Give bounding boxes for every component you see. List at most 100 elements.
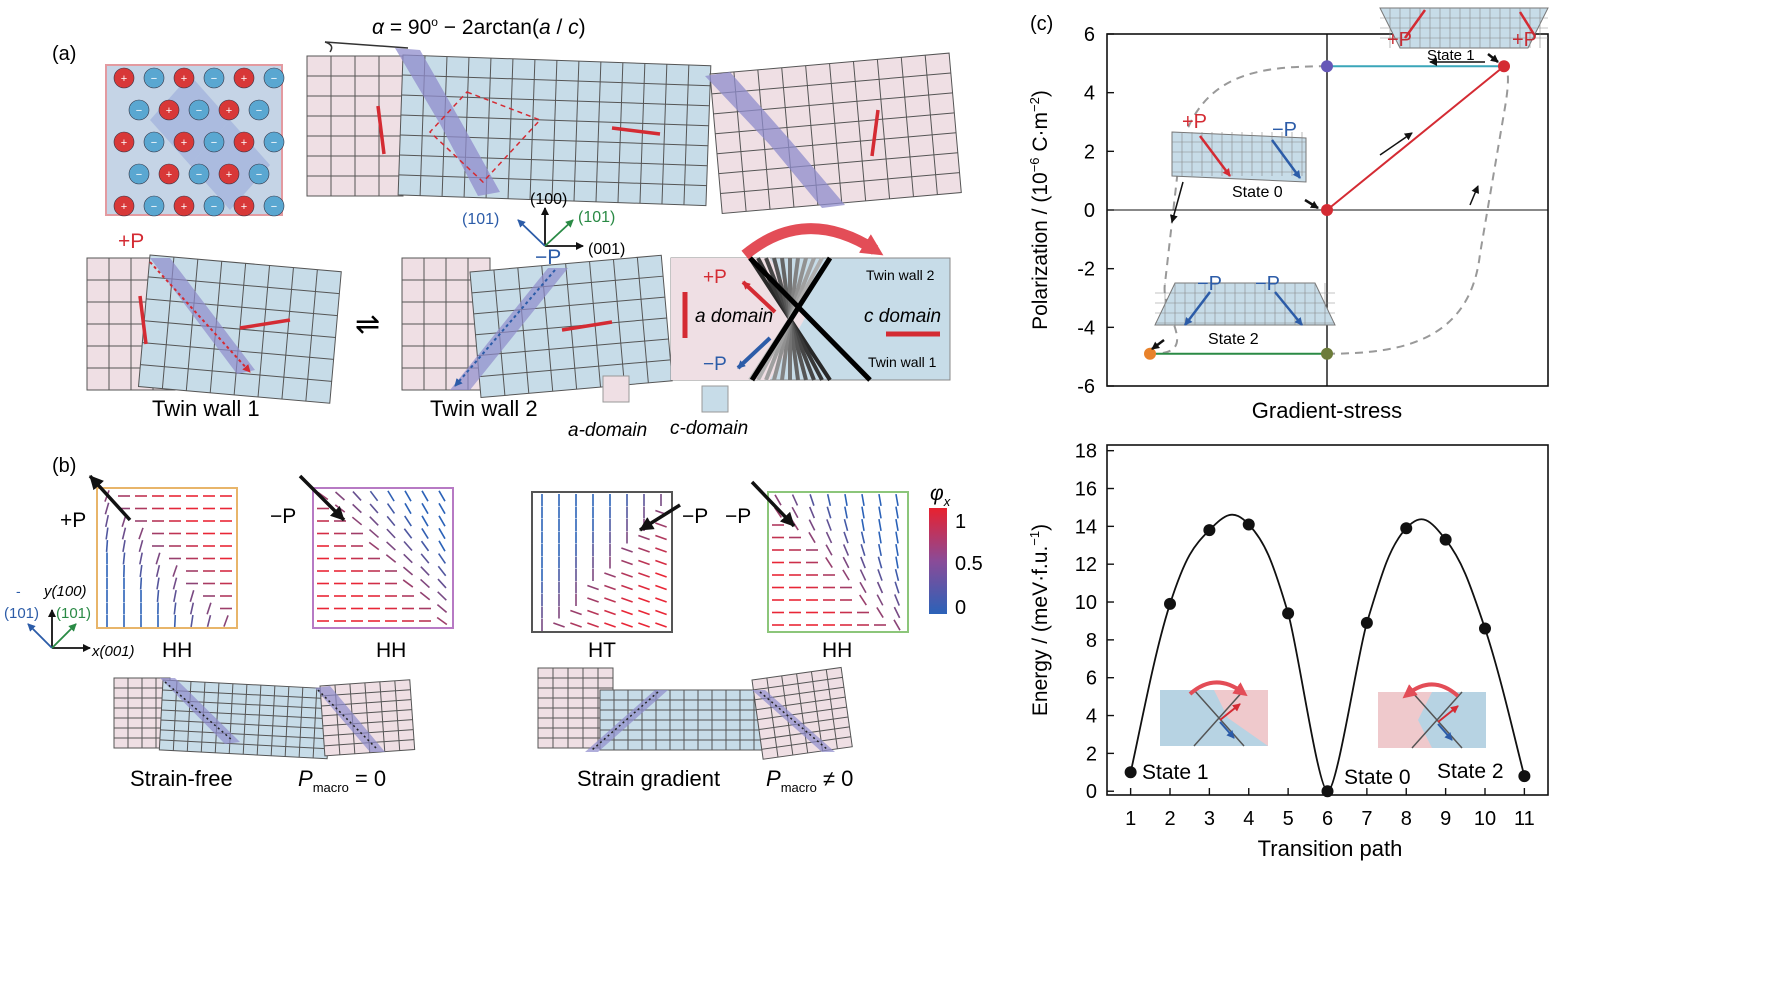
polarization-vector xyxy=(859,569,867,581)
x-tick-label: 2 xyxy=(1164,808,1175,830)
axis-b-x: x(001) xyxy=(91,643,135,660)
vector-map-3 xyxy=(531,491,681,633)
path-arrow xyxy=(1379,132,1413,156)
state2-minus-p-left: −P xyxy=(1197,273,1222,295)
domain-wall xyxy=(395,48,500,196)
polarization-vector xyxy=(587,609,599,616)
grid-line xyxy=(402,74,711,87)
x-tick-label: 10 xyxy=(1474,808,1496,830)
polarization-vector xyxy=(655,584,667,591)
y-tick-label: 2 xyxy=(1084,141,1095,163)
polarization-vector xyxy=(842,556,850,569)
point-state2-end xyxy=(1321,347,1333,360)
polarization-vector xyxy=(403,540,413,552)
y-tick-label: 10 xyxy=(1075,592,1097,614)
polarization-vector xyxy=(655,572,667,578)
polarization-vector xyxy=(826,493,832,507)
panel-b-label: (b) xyxy=(52,455,76,477)
polarization-vector xyxy=(173,589,177,603)
polarization-vector xyxy=(844,506,848,519)
series-state0-to-state1 xyxy=(1326,65,1505,211)
grid-line xyxy=(159,739,328,750)
polarization-vector xyxy=(139,552,143,565)
cation xyxy=(218,99,240,121)
polarization-vector xyxy=(655,559,667,566)
grid-line xyxy=(683,64,690,205)
energy-point-1 xyxy=(1124,766,1137,779)
label-state2: State 2 xyxy=(1437,760,1504,783)
charge-sign: + xyxy=(241,201,247,213)
schematic-p-blue xyxy=(1437,723,1453,741)
polarization-vector xyxy=(621,584,633,591)
x-tick-label: 5 xyxy=(1283,808,1294,830)
polarization-vector xyxy=(352,503,362,514)
polarization-vector xyxy=(105,539,109,553)
schematic-rotation-arrow xyxy=(1402,682,1460,699)
polarization-vector xyxy=(351,516,363,526)
charge-sign: + xyxy=(166,105,172,117)
state0-label: State 0 xyxy=(1232,184,1283,201)
charge-sign: + xyxy=(121,73,127,85)
tw2-polarization xyxy=(454,269,556,387)
colorbar: φx 1 0.5 0 xyxy=(929,482,983,619)
vector-map-4 xyxy=(750,480,909,633)
grid-line xyxy=(753,676,843,691)
polarization-vector xyxy=(385,554,397,563)
polarization-vector xyxy=(403,528,413,539)
polarization-vector xyxy=(861,518,865,532)
polarization-vector xyxy=(437,591,447,601)
state-lattice-inset xyxy=(1379,7,1549,49)
panel-c-label: (c) xyxy=(1030,13,1053,35)
polarization-vector xyxy=(876,581,884,594)
grid-line xyxy=(322,709,412,717)
top-strained-lattice xyxy=(306,48,962,215)
polarization-vector xyxy=(587,584,599,591)
cation xyxy=(233,131,255,153)
y-tick-label: 6 xyxy=(1086,668,1097,690)
polarization-vector xyxy=(808,531,816,544)
colorbar-title: φx xyxy=(930,482,951,509)
state0-minus-arrow xyxy=(1270,139,1302,179)
grid-line xyxy=(718,152,958,175)
macro-polarization-arrow xyxy=(750,480,796,528)
state-lattice-inset xyxy=(1154,282,1336,326)
grid-line xyxy=(398,174,707,187)
polarization-vector xyxy=(774,494,782,506)
panel-a-label: (a) xyxy=(52,43,76,65)
legend-c-domain: c-domain xyxy=(670,418,748,439)
polarization-vector xyxy=(419,591,431,601)
anion xyxy=(203,67,225,89)
polarization-vector xyxy=(895,506,899,519)
energy-point-9 xyxy=(1439,533,1452,546)
domain-wall xyxy=(705,72,845,208)
polarization-vector xyxy=(655,534,667,541)
polarization-vector xyxy=(861,493,865,507)
polarization-vector xyxy=(420,578,430,589)
charge-sign: + xyxy=(226,169,232,181)
energy-point-7 xyxy=(1360,616,1373,629)
charge-sign: − xyxy=(211,137,217,149)
polarization-vector xyxy=(404,490,412,502)
polarization-vector xyxy=(139,577,143,590)
charge-sign: + xyxy=(241,73,247,85)
y-axis-label: Energy / (meV·f.u.−1) xyxy=(1027,524,1052,716)
polarization-vector xyxy=(403,553,413,564)
colorbar-tick-1: 1 xyxy=(955,511,966,533)
x-tick-label: 4 xyxy=(1243,808,1254,830)
polarization-vector xyxy=(860,531,866,544)
charge-sign: − xyxy=(136,169,142,181)
polarization-vector xyxy=(604,584,616,591)
polarization-vector xyxy=(386,528,396,539)
domain-schematic-inset: +P −P a domain c domain Twin wall 2 Twin… xyxy=(670,223,951,382)
macro-polarization-arrow xyxy=(88,474,132,522)
grid-line xyxy=(661,64,668,205)
schematic-region xyxy=(1214,690,1268,746)
cation xyxy=(173,131,195,153)
energy-point-5 xyxy=(1282,607,1295,620)
polarization-vector xyxy=(826,519,832,531)
polarization-vector xyxy=(844,493,848,507)
tw2-minus-p: −P xyxy=(535,246,561,269)
polarization-vector xyxy=(223,615,229,627)
inset-a-domain: a domain xyxy=(695,306,773,327)
polarization-vector xyxy=(404,515,412,527)
